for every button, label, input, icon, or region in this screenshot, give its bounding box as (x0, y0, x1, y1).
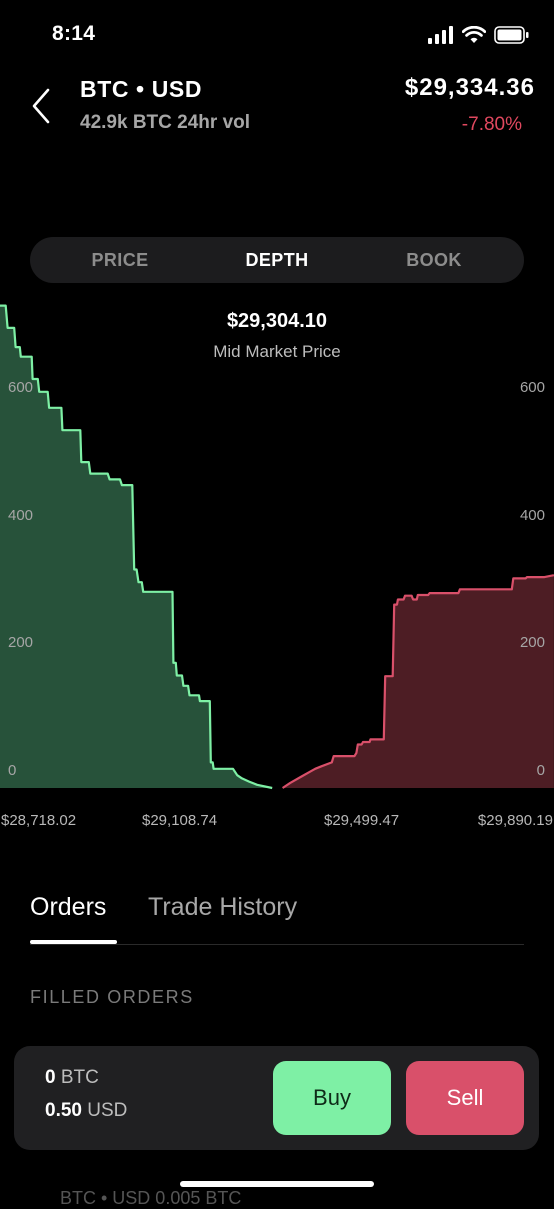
active-tab-indicator (30, 940, 117, 944)
price-change: -7.80% (461, 114, 522, 135)
btc-balance-amount: 0 (45, 1067, 56, 1088)
y-tick-left-200: 200 (8, 634, 34, 651)
y-tick-right-200: 200 (519, 634, 545, 651)
back-chevron-icon[interactable] (28, 86, 54, 126)
home-indicator[interactable] (180, 1181, 374, 1187)
btc-balance-unit: BTC (60, 1067, 99, 1088)
wifi-icon (462, 26, 486, 43)
segment-book[interactable]: BOOK (406, 250, 462, 270)
depth-chart (0, 304, 554, 790)
tab-divider (30, 944, 524, 945)
x-tick-3: $29,499.47 (324, 812, 400, 829)
volume-24hr: 42.9k BTC 24hr vol (80, 112, 251, 133)
bid-depth-area (0, 305, 273, 788)
peek-order-row: BTC • USD 0.005 BTC (60, 1188, 242, 1208)
segment-depth[interactable]: DEPTH (245, 250, 309, 270)
x-tick-4: $29,890.19 (477, 812, 553, 829)
y-tick-left-400: 400 (8, 507, 34, 524)
usd-balance-unit: USD (87, 1100, 128, 1121)
usd-balance-amount: 0.50 (45, 1100, 82, 1121)
y-tick-right-600: 600 (519, 379, 545, 396)
x-tick-2: $29,108.74 (142, 812, 218, 829)
tab-orders[interactable]: Orders (30, 893, 107, 921)
usd-balance: 0.50 USD (45, 1100, 127, 1122)
status-icons (428, 24, 530, 46)
cellular-signal-icon (428, 26, 453, 44)
btc-balance: 0 BTC (45, 1067, 99, 1089)
buy-button[interactable]: Buy (273, 1061, 391, 1135)
ask-depth-area (282, 575, 554, 788)
bid-depth-line (0, 304, 273, 790)
y-tick-left-600: 600 (8, 379, 34, 396)
y-tick-right-0: 0 (536, 762, 545, 779)
sell-button[interactable]: Sell (406, 1061, 524, 1135)
ask-depth-line (281, 574, 554, 789)
current-price: $29,334.36 (404, 74, 535, 101)
tab-trade-history[interactable]: Trade History (148, 893, 298, 921)
y-tick-left-0: 0 (8, 762, 17, 779)
trading-pair-title: BTC • USD (80, 76, 203, 102)
chart-mode-segmented-control: PRICE DEPTH BOOK (30, 237, 524, 283)
y-tick-right-400: 400 (519, 507, 545, 524)
mid-market-price-label: Mid Market Price (213, 342, 341, 361)
status-time: 8:14 (52, 22, 96, 45)
segment-price[interactable]: PRICE (91, 250, 149, 270)
x-tick-1: $28,718.02 (1, 812, 77, 829)
filled-orders-heading: FILLED ORDERS (30, 987, 194, 1007)
battery-icon (494, 26, 529, 44)
mid-market-price-value: $29,304.10 (226, 310, 328, 332)
